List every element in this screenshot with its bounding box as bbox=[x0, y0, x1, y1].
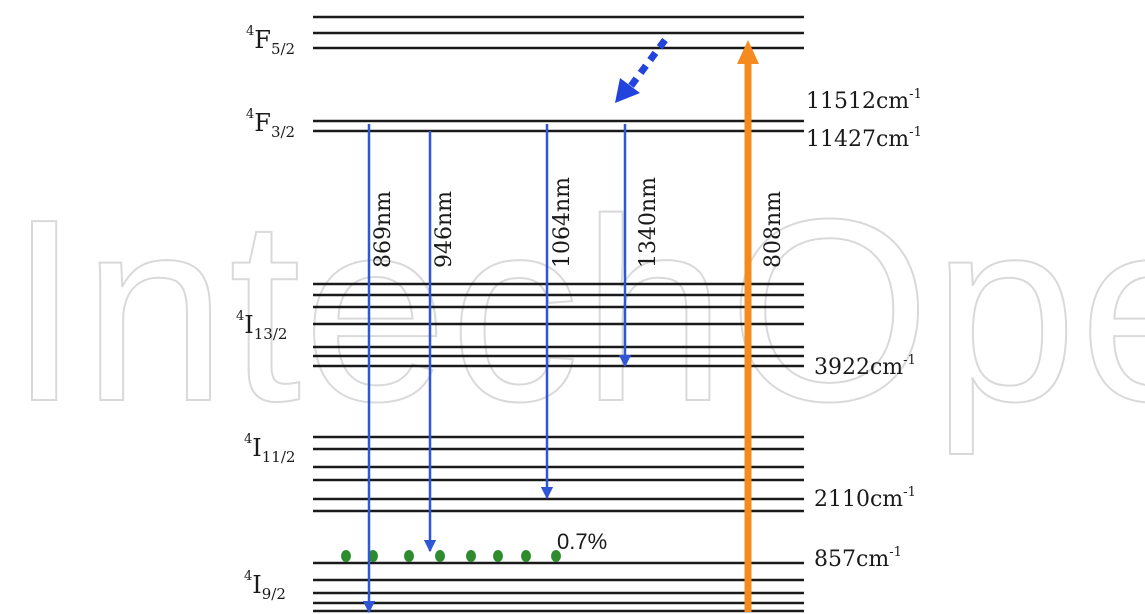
population-dot bbox=[551, 550, 561, 562]
transition-label-808nm: 808nm bbox=[761, 191, 786, 268]
manifold-label-i132: 4I13/2 bbox=[236, 309, 287, 343]
manifold-labels: 4F5/2 4F3/2 4I13/2 4I11/2 4I9/2 bbox=[236, 24, 295, 603]
population-dot bbox=[466, 550, 476, 562]
energy-labels: 11512cm-1 11427cm-1 3922cm-1 2110cm-1 85… bbox=[806, 87, 922, 572]
transition-label-946nm: 946nm bbox=[432, 191, 457, 268]
manifold-label-i92: 4I9/2 bbox=[244, 569, 286, 603]
transition-arrows bbox=[362, 124, 632, 614]
population-dot bbox=[521, 550, 531, 562]
pump-arrow bbox=[737, 40, 759, 612]
transition-labels: 869nm 946nm 1064nm 1340nm 808nm bbox=[371, 177, 786, 268]
transition-label-869nm: 869nm bbox=[371, 191, 396, 268]
energy-levels bbox=[313, 15, 804, 613]
transition-label-1340nm: 1340nm bbox=[636, 177, 661, 268]
population-dots bbox=[341, 550, 561, 562]
energy-label-3922: 3922cm-1 bbox=[814, 353, 916, 380]
energy-label-857: 857cm-1 bbox=[814, 545, 902, 572]
population-dot bbox=[493, 550, 503, 562]
population-dot bbox=[404, 550, 414, 562]
manifold-label-f52: 4F5/2 bbox=[246, 24, 295, 58]
energy-label-2110: 2110cm-1 bbox=[814, 485, 916, 512]
population-dot bbox=[435, 550, 445, 562]
population-dot bbox=[341, 550, 351, 562]
nonradiative-relaxation-arrow bbox=[615, 37, 668, 103]
watermark-text: IntechOpen bbox=[8, 166, 1145, 457]
manifold-label-f32: 4F3/2 bbox=[246, 107, 295, 141]
population-percent-label: 0.7% bbox=[557, 529, 607, 554]
energy-label-11427: 11427cm-1 bbox=[806, 125, 922, 152]
transition-label-1064nm: 1064nm bbox=[550, 177, 575, 268]
energy-label-11512: 11512cm-1 bbox=[806, 87, 922, 114]
population-dot bbox=[368, 550, 378, 562]
manifold-label-i112: 4I11/2 bbox=[244, 432, 295, 466]
